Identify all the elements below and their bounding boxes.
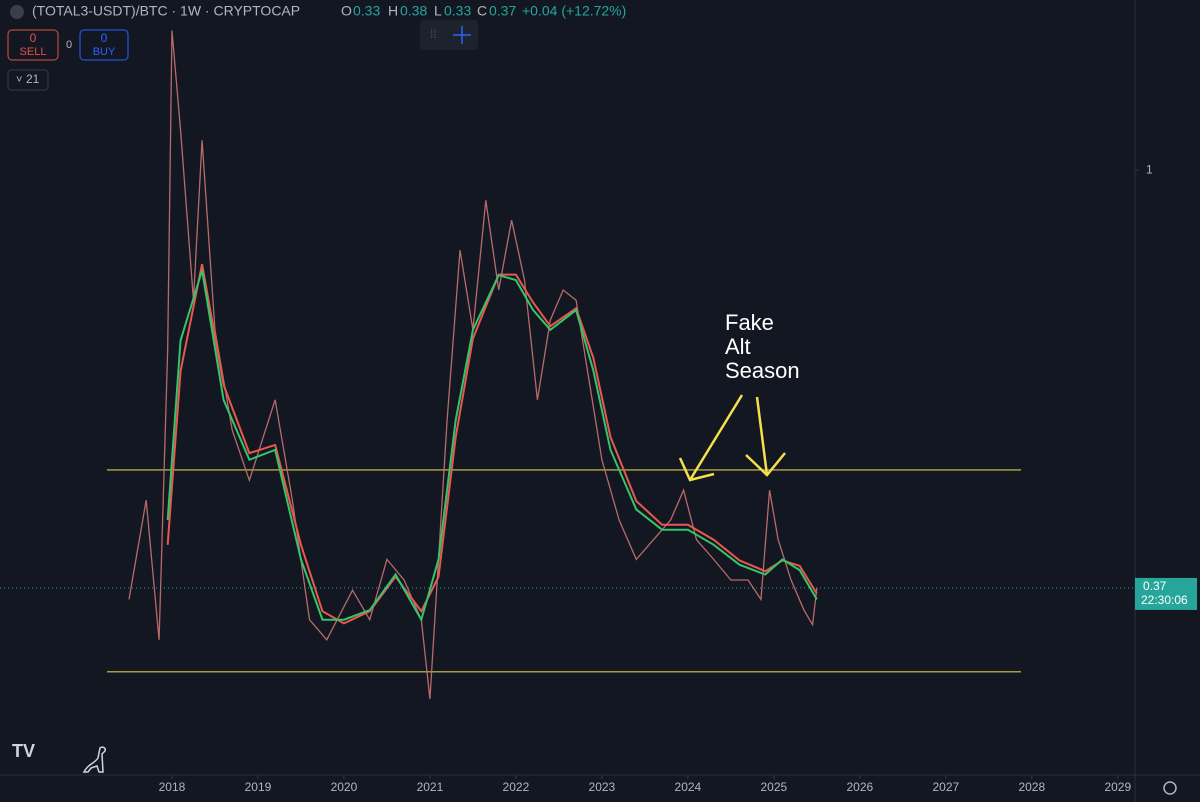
x-tick-label: 2018 — [159, 780, 186, 794]
sell-label: SELL — [20, 46, 47, 58]
symbol: (TOTAL3-USDT)/BTC · 1W · CRYPTOCAP — [32, 3, 300, 19]
x-tick-label: 2026 — [846, 780, 873, 794]
sell-box[interactable] — [7, 29, 59, 61]
c-value: 0.37 — [489, 3, 516, 19]
symbol-icon — [10, 5, 24, 19]
dino-icon[interactable] — [82, 746, 106, 773]
arrow — [745, 396, 786, 477]
annotation: Alt — [725, 334, 751, 359]
o-value: 0.33 — [353, 3, 380, 19]
quantity: 0 — [66, 39, 72, 51]
sell-count: 0 — [30, 31, 37, 45]
series-line — [166, 270, 818, 623]
x-tick-label: 2025 — [761, 780, 788, 794]
x-tick-label: 2028 — [1018, 780, 1045, 794]
l-value: 0.33 — [444, 3, 471, 19]
toolbar[interactable] — [420, 20, 478, 50]
sell-button[interactable]: 0 SELL — [7, 29, 59, 61]
x-tick-label: 2021 — [417, 780, 444, 794]
h-label: H — [388, 3, 398, 19]
last-price-box — [1135, 577, 1197, 610]
header: (TOTAL3-USDT)/BTC · 1W · CRYPTOCAP O 0.3… — [10, 3, 626, 19]
annotation: Fake — [725, 310, 774, 335]
c-label: C — [477, 3, 487, 19]
indicator-value: 21 — [26, 72, 40, 86]
x-tick-label: 2020 — [331, 780, 358, 794]
h-value: 0.38 — [400, 3, 427, 19]
o-label: O — [341, 3, 352, 19]
countdown: 22:30:06 — [1141, 593, 1188, 607]
buy-label: BUY — [93, 46, 116, 58]
x-tick-label: 2022 — [503, 780, 530, 794]
buy-button[interactable]: 0 BUY — [79, 29, 129, 61]
series-line — [128, 30, 818, 700]
x-tick-label: 2019 — [245, 780, 272, 794]
annotation: Season — [725, 358, 800, 383]
x-tick-label: 2023 — [589, 780, 616, 794]
y-tick-label: 1 — [1146, 162, 1153, 176]
buy-box[interactable] — [79, 29, 129, 61]
x-tick-label: 2024 — [675, 780, 702, 794]
crosshair-icon[interactable] — [453, 26, 471, 44]
l-label: L — [434, 3, 442, 19]
grip: ⁞⁞ — [430, 27, 437, 41]
indicator-chevron: ˅ — [16, 74, 22, 86]
arrow — [678, 394, 744, 482]
x-tick-label: 2027 — [932, 780, 959, 794]
change: +0.04 (+12.72%) — [522, 3, 626, 19]
indicator-toggle[interactable] — [7, 69, 49, 91]
series-line — [166, 263, 818, 625]
logo: TV — [12, 741, 35, 761]
annotation-arrows — [678, 394, 786, 482]
settings-icon[interactable] — [1163, 781, 1177, 795]
x-tick-label: 2029 — [1104, 780, 1131, 794]
last-price-label: 0.37 — [1143, 579, 1167, 593]
buy-count: 0 — [101, 31, 108, 45]
